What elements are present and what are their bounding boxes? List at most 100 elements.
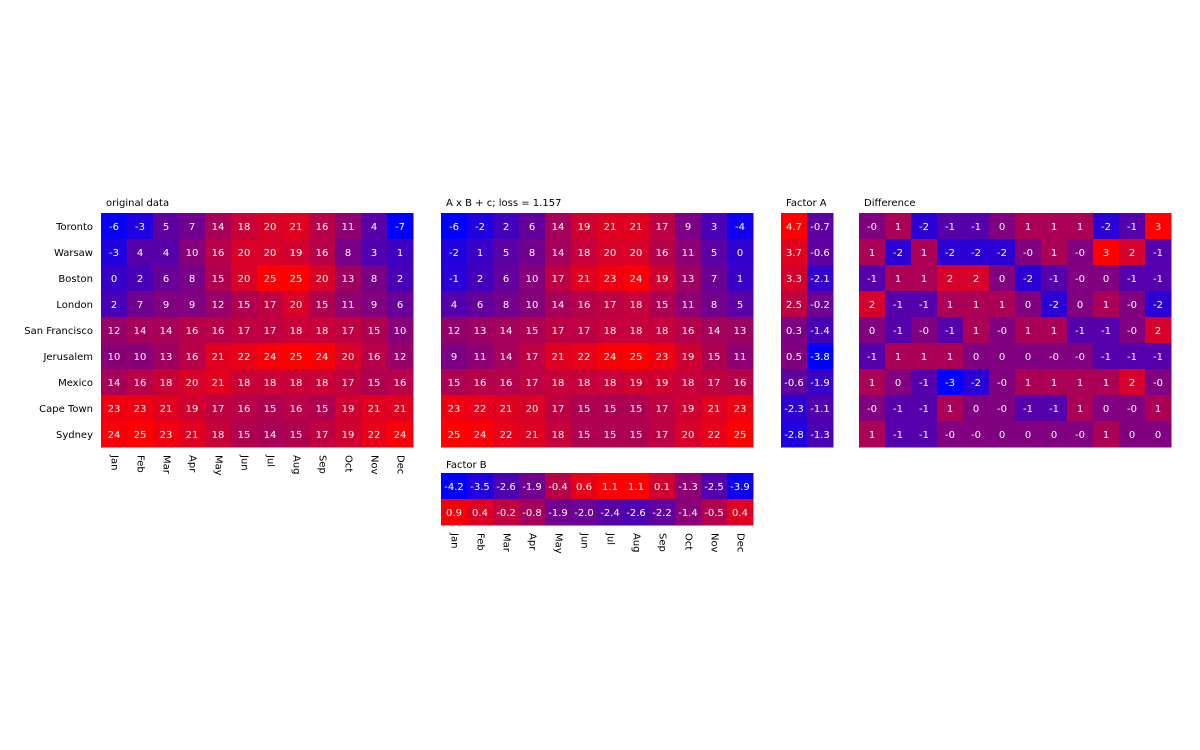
heatmap-title: A x B + c; loss = 1.157 xyxy=(446,198,561,209)
cell-value-label: 6 xyxy=(529,222,535,233)
heatmap-cell xyxy=(807,369,834,396)
heatmap-cell xyxy=(387,369,414,396)
heatmap-title: Factor A xyxy=(786,198,827,209)
column-label: Sep xyxy=(657,533,668,552)
cell-value-label: -0.8 xyxy=(522,508,542,519)
heatmap-cell xyxy=(467,473,494,500)
heatmap-cell xyxy=(1145,317,1172,344)
heatmap-cell xyxy=(649,395,676,422)
heatmap-cell xyxy=(937,421,964,448)
cell-value-label: 16 xyxy=(212,248,225,259)
heatmap-cell xyxy=(1145,343,1172,370)
column-label: Sep xyxy=(317,455,328,474)
heatmap-cell xyxy=(937,239,964,266)
heatmap-cell xyxy=(675,473,702,500)
cell-value-label: 17 xyxy=(552,326,565,337)
heatmap-cell xyxy=(649,421,676,448)
row-label: San Francisco xyxy=(24,326,93,337)
heatmap-cell xyxy=(519,265,546,292)
cell-value-label: 15 xyxy=(604,430,617,441)
heatmap-cell xyxy=(701,395,728,422)
heatmap-cell xyxy=(963,369,990,396)
heatmap-cell xyxy=(859,343,886,370)
heatmap-cell xyxy=(623,369,650,396)
cell-value-label: -1 xyxy=(1049,404,1059,415)
heatmap-cell xyxy=(283,291,310,318)
heatmap-cell xyxy=(911,213,938,240)
heatmap-cell xyxy=(649,265,676,292)
cell-value-label: -1 xyxy=(971,222,981,233)
cell-value-label: 11 xyxy=(682,300,695,311)
heatmap-cell xyxy=(807,421,834,448)
cell-value-label: 15 xyxy=(368,378,381,389)
cell-value-label: 13 xyxy=(474,326,487,337)
cell-value-label: -1 xyxy=(945,326,955,337)
row-label: Boston xyxy=(58,274,93,285)
cell-value-label: 19 xyxy=(186,404,199,415)
heatmap-cell xyxy=(231,213,258,240)
cell-value-label: 6 xyxy=(397,300,403,311)
heatmap-cell xyxy=(231,395,258,422)
cell-value-label: 0.3 xyxy=(786,326,802,337)
heatmap-cell xyxy=(885,239,912,266)
cell-value-label: -0 xyxy=(1023,248,1033,259)
cell-value-label: 16 xyxy=(316,248,329,259)
cell-value-label: -2.0 xyxy=(574,508,594,519)
cell-value-label: 5 xyxy=(711,248,717,259)
cell-value-label: 0 xyxy=(1077,300,1083,311)
cell-value-label: 0 xyxy=(1025,352,1031,363)
cell-value-label: 24 xyxy=(630,274,643,285)
cell-value-label: -2.6 xyxy=(626,508,646,519)
cell-value-label: 1 xyxy=(1077,378,1083,389)
cell-value-label: 1 xyxy=(921,274,927,285)
cell-value-label: 15 xyxy=(578,430,591,441)
heatmap-cell xyxy=(545,213,572,240)
heatmap-cell xyxy=(911,395,938,422)
heatmap-cell xyxy=(467,291,494,318)
heatmap-cell xyxy=(467,317,494,344)
heatmap-cell xyxy=(493,473,520,500)
heatmap-cell xyxy=(493,369,520,396)
cell-value-label: 0 xyxy=(999,274,1005,285)
heatmap-cell xyxy=(387,265,414,292)
cell-value-label: -3 xyxy=(109,248,119,259)
cell-value-label: 21 xyxy=(578,274,591,285)
heatmap-cell xyxy=(101,213,128,240)
cell-value-label: 14 xyxy=(500,326,513,337)
cell-value-label: 15 xyxy=(316,300,329,311)
cell-value-label: -1 xyxy=(919,404,929,415)
cell-value-label: 19 xyxy=(656,378,669,389)
heatmap-cell xyxy=(283,343,310,370)
cell-value-label: 18 xyxy=(264,378,277,389)
heatmap-cell xyxy=(493,317,520,344)
heatmap-cell xyxy=(911,291,938,318)
heatmap-cell xyxy=(859,291,886,318)
cell-value-label: 4 xyxy=(451,300,457,311)
heatmap-cell xyxy=(727,291,754,318)
cell-value-label: 21 xyxy=(630,222,643,233)
heatmap-cell xyxy=(387,291,414,318)
cell-value-label: 18 xyxy=(316,378,329,389)
cell-value-label: 21 xyxy=(394,404,407,415)
cell-value-label: -4 xyxy=(735,222,745,233)
heatmap-cell xyxy=(675,213,702,240)
heatmap-cell xyxy=(283,265,310,292)
cell-value-label: -2.5 xyxy=(704,482,724,493)
heatmap-cell xyxy=(597,265,624,292)
heatmap-cell xyxy=(153,213,180,240)
heatmap-cell xyxy=(963,395,990,422)
heatmap-cell xyxy=(859,317,886,344)
cell-value-label: 20 xyxy=(264,248,277,259)
heatmap-cell xyxy=(571,473,598,500)
cell-value-label: 16 xyxy=(578,300,591,311)
cell-value-label: 8 xyxy=(529,248,535,259)
heatmap-cell xyxy=(179,265,206,292)
heatmap-cell xyxy=(493,499,520,526)
cell-value-label: 20 xyxy=(238,248,251,259)
heatmap-cell xyxy=(179,239,206,266)
heatmap-cell xyxy=(597,343,624,370)
cell-value-label: 20 xyxy=(186,378,199,389)
heatmap-cell xyxy=(361,317,388,344)
cell-value-label: -3.9 xyxy=(730,482,750,493)
cell-value-label: 10 xyxy=(186,248,199,259)
